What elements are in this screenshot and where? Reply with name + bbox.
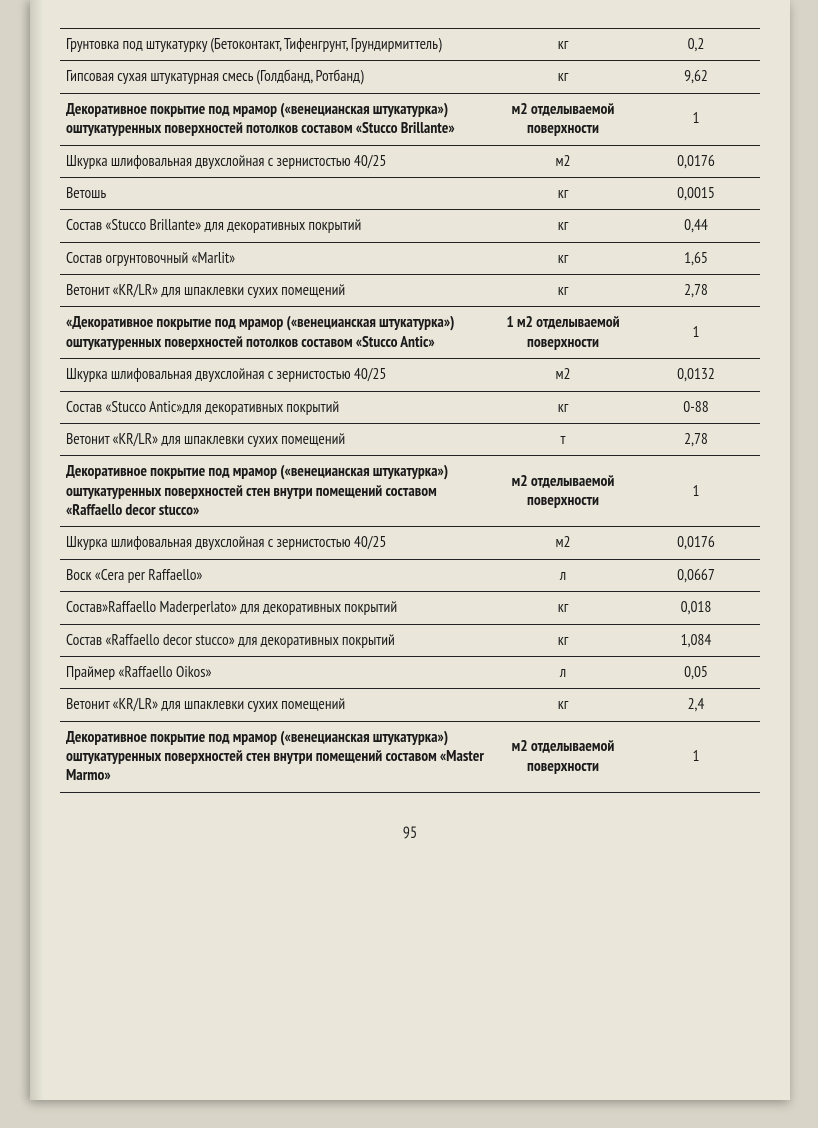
table-row: Ветонит «KR/LR» для шпаклевки сухих поме… bbox=[60, 689, 760, 721]
table-row: Декоративное покрытие под мрамор («венец… bbox=[60, 456, 760, 527]
row-value: 0,0176 bbox=[634, 145, 760, 177]
row-unit: кг bbox=[494, 592, 634, 624]
row-unit: м2 bbox=[494, 527, 634, 559]
row-unit: т bbox=[494, 423, 634, 455]
row-unit: м2 отделываемой поверхности bbox=[494, 721, 634, 792]
row-unit: м2 bbox=[494, 145, 634, 177]
row-unit: кг bbox=[494, 624, 634, 656]
row-unit: кг bbox=[494, 210, 634, 242]
row-value: 0,018 bbox=[634, 592, 760, 624]
row-description: Ветонит «KR/LR» для шпаклевки сухих поме… bbox=[60, 689, 494, 721]
row-description: Гипсовая сухая штукатурная смесь (Голдба… bbox=[60, 61, 494, 93]
row-value: 1 bbox=[634, 307, 760, 359]
row-description: Воск «Cera per Raffaello» bbox=[60, 559, 494, 591]
row-value: 1 bbox=[634, 721, 760, 792]
row-unit: м2 bbox=[494, 359, 634, 391]
row-description: «Декоративное покрытие под мрамор («вене… bbox=[60, 307, 494, 359]
row-unit: кг bbox=[494, 29, 634, 61]
table-row: Состав «Raffaello decor stucco» для деко… bbox=[60, 624, 760, 656]
row-description: Ветошь bbox=[60, 177, 494, 209]
table-row: Грунтовка под штукатурку (Бетоконтакт, Т… bbox=[60, 29, 760, 61]
table-row: Праймер «Raffaello Oikos»л0,05 bbox=[60, 656, 760, 688]
row-value: 0,0132 bbox=[634, 359, 760, 391]
row-value: 0,2 bbox=[634, 29, 760, 61]
table-row: Гипсовая сухая штукатурная смесь (Голдба… bbox=[60, 61, 760, 93]
row-description: Состав «Raffaello decor stucco» для деко… bbox=[60, 624, 494, 656]
row-unit: 1 м2 отделываемой поверхности bbox=[494, 307, 634, 359]
row-value: 9,62 bbox=[634, 61, 760, 93]
table-row: Шкурка шлифовальная двухслойная с зернис… bbox=[60, 359, 760, 391]
table-row: Ветонит «KR/LR» для шпаклевки сухих поме… bbox=[60, 275, 760, 307]
row-value: 0,0667 bbox=[634, 559, 760, 591]
scanned-page: Грунтовка под штукатурку (Бетоконтакт, Т… bbox=[30, 0, 790, 1100]
row-description: Состав огрунтовочный «Marlit» bbox=[60, 242, 494, 274]
row-value: 0,05 bbox=[634, 656, 760, 688]
row-value: 1 bbox=[634, 93, 760, 145]
table-row: Состав»Raffaello Maderperlato» для декор… bbox=[60, 592, 760, 624]
table-row: «Декоративное покрытие под мрамор («вене… bbox=[60, 307, 760, 359]
row-unit: м2 отделываемой поверхности bbox=[494, 93, 634, 145]
table-row: Шкурка шлифовальная двухслойная с зернис… bbox=[60, 527, 760, 559]
row-description: Шкурка шлифовальная двухслойная с зернис… bbox=[60, 359, 494, 391]
table-row: Декоративное покрытие под мрамор («венец… bbox=[60, 93, 760, 145]
row-description: Ветонит «KR/LR» для шпаклевки сухих поме… bbox=[60, 275, 494, 307]
table-row: Состав «Stucco Brillante» для декоративн… bbox=[60, 210, 760, 242]
row-value: 1,084 bbox=[634, 624, 760, 656]
materials-table: Грунтовка под штукатурку (Бетоконтакт, Т… bbox=[60, 28, 760, 793]
table-row: Декоративное покрытие под мрамор («венец… bbox=[60, 721, 760, 792]
row-unit: кг bbox=[494, 391, 634, 423]
row-value: 0,0015 bbox=[634, 177, 760, 209]
row-unit: л bbox=[494, 559, 634, 591]
table-row: Ветошькг0,0015 bbox=[60, 177, 760, 209]
row-value: 0,0176 bbox=[634, 527, 760, 559]
row-description: Состав»Raffaello Maderperlato» для декор… bbox=[60, 592, 494, 624]
table-row: Ветонит «KR/LR» для шпаклевки сухих поме… bbox=[60, 423, 760, 455]
row-value: 2,78 bbox=[634, 275, 760, 307]
row-value: 0,44 bbox=[634, 210, 760, 242]
row-description: Декоративное покрытие под мрамор («венец… bbox=[60, 721, 494, 792]
row-description: Состав «Stucco Brillante» для декоративн… bbox=[60, 210, 494, 242]
row-value: 1 bbox=[634, 456, 760, 527]
row-description: Праймер «Raffaello Oikos» bbox=[60, 656, 494, 688]
row-description: Состав «Stucco Antic»для декоративных по… bbox=[60, 391, 494, 423]
row-value: 2,4 bbox=[634, 689, 760, 721]
row-value: 0-88 bbox=[634, 391, 760, 423]
row-unit: кг bbox=[494, 242, 634, 274]
row-description: Шкурка шлифовальная двухслойная с зернис… bbox=[60, 527, 494, 559]
row-unit: м2 отделываемой поверхности bbox=[494, 456, 634, 527]
row-value: 2,78 bbox=[634, 423, 760, 455]
row-unit: кг bbox=[494, 177, 634, 209]
materials-tbody: Грунтовка под штукатурку (Бетоконтакт, Т… bbox=[60, 28, 760, 792]
row-unit: кг bbox=[494, 61, 634, 93]
row-description: Шкурка шлифовальная двухслойная с зернис… bbox=[60, 145, 494, 177]
row-description: Декоративное покрытие под мрамор («венец… bbox=[60, 93, 494, 145]
row-description: Ветонит «KR/LR» для шпаклевки сухих поме… bbox=[60, 423, 494, 455]
row-unit: л bbox=[494, 656, 634, 688]
table-row: Шкурка шлифовальная двухслойная с зернис… bbox=[60, 145, 760, 177]
row-unit: кг bbox=[494, 275, 634, 307]
row-unit: кг bbox=[494, 689, 634, 721]
table-row: Состав огрунтовочный «Marlit»кг1,65 bbox=[60, 242, 760, 274]
page-number: 95 bbox=[60, 823, 760, 843]
table-row: Состав «Stucco Antic»для декоративных по… bbox=[60, 391, 760, 423]
table-row: Воск «Cera per Raffaello»л0,0667 bbox=[60, 559, 760, 591]
row-description: Грунтовка под штукатурку (Бетоконтакт, Т… bbox=[60, 29, 494, 61]
row-value: 1,65 bbox=[634, 242, 760, 274]
row-description: Декоративное покрытие под мрамор («венец… bbox=[60, 456, 494, 527]
